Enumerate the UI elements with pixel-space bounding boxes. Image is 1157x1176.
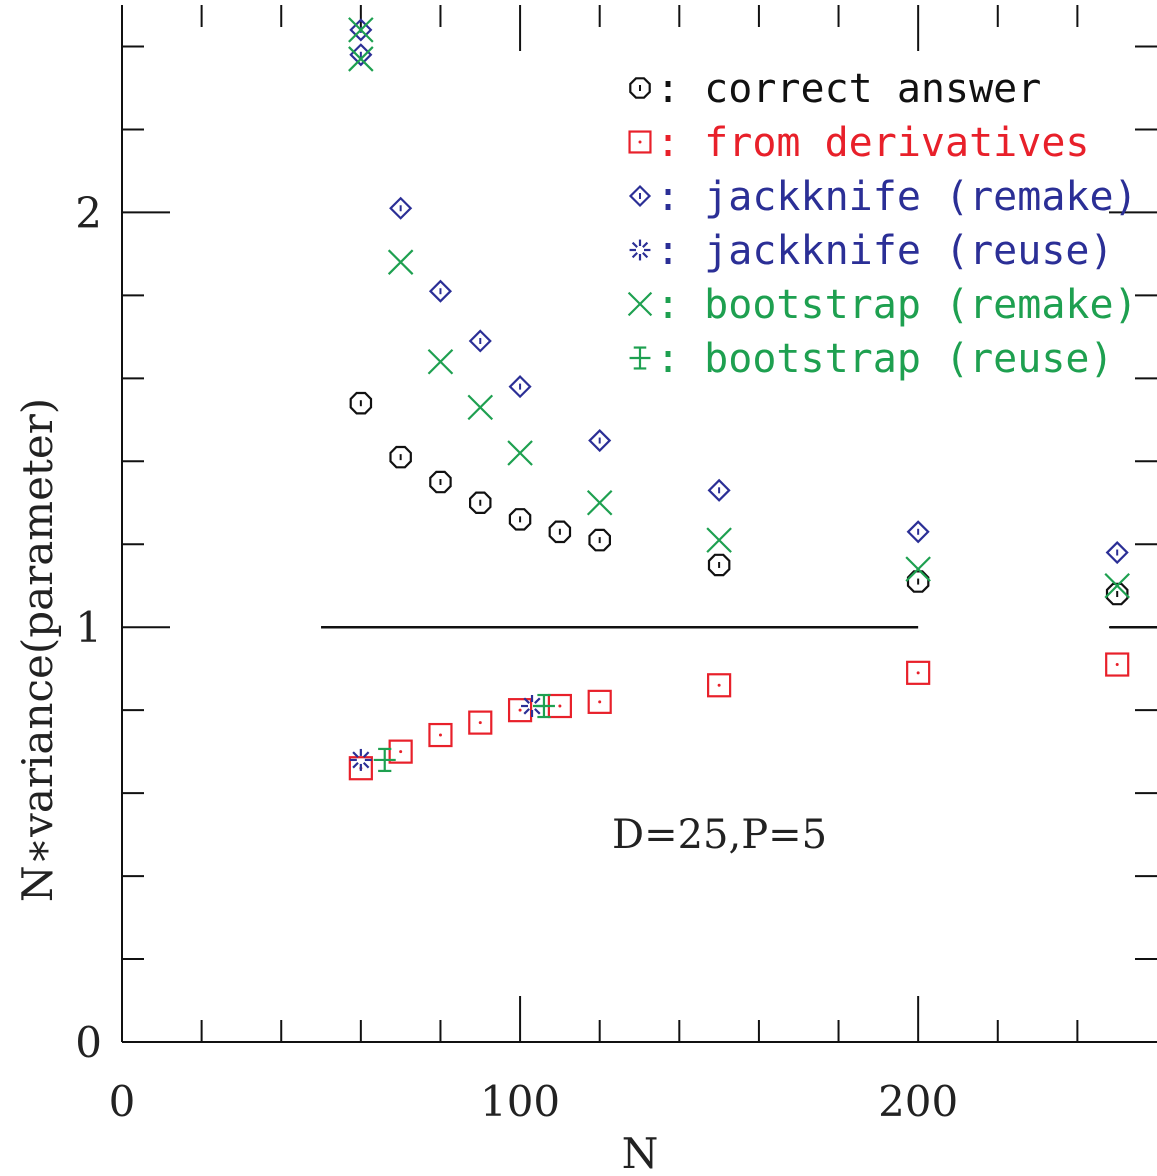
data-point xyxy=(1105,582,1129,606)
x-axis-title: N xyxy=(622,1129,659,1176)
data-point xyxy=(468,329,492,353)
data-point xyxy=(349,391,373,415)
data-point xyxy=(507,440,533,466)
axes: 0 100 200 0 1 2 xyxy=(75,5,1157,1126)
data-point xyxy=(532,693,555,719)
data-point xyxy=(707,673,732,698)
data-point xyxy=(427,348,454,375)
data-point xyxy=(389,196,413,220)
data-point xyxy=(906,570,930,593)
series-from-derivatives xyxy=(348,652,1130,781)
x-tick-label: 0 xyxy=(109,1077,136,1126)
legend-entry: : jackknife (reuse) xyxy=(629,228,1114,274)
data-point xyxy=(588,528,612,552)
legend-label: : bootstrap (reuse) xyxy=(656,336,1114,382)
legend-label: : jackknife (remake) xyxy=(656,174,1138,220)
data-point xyxy=(588,428,612,453)
y-tick-label: 2 xyxy=(75,188,102,237)
data-point xyxy=(389,445,412,469)
data-point xyxy=(706,527,732,553)
data-point xyxy=(348,17,374,43)
legend-entry: : bootstrap (remake) xyxy=(627,282,1138,328)
data-point xyxy=(586,489,613,516)
data-point xyxy=(1105,540,1129,565)
data-point xyxy=(587,689,612,714)
data-point xyxy=(906,660,931,685)
series-correct-answer xyxy=(349,391,1129,606)
data-point xyxy=(508,508,532,531)
legend-entry: : jackknife (remake) xyxy=(628,174,1138,220)
data-point xyxy=(429,470,452,494)
y-tick-label: 0 xyxy=(75,1018,102,1067)
y-axis-title: N∗variance(parameter) xyxy=(13,398,62,902)
x-tick-label: 200 xyxy=(878,1077,958,1126)
data-point xyxy=(548,520,572,544)
data-point xyxy=(349,43,373,67)
legend-entry: : bootstrap (reuse) xyxy=(629,336,1114,382)
data-point xyxy=(1105,652,1130,677)
legend: : correct answer : from derivatives : jack… xyxy=(627,66,1138,382)
data-point xyxy=(1104,572,1130,599)
annotation-label: D=25,P=5 xyxy=(612,812,827,858)
data-point xyxy=(905,556,931,582)
legend-label: : from derivatives xyxy=(656,120,1089,166)
legend-entry: : from derivatives xyxy=(628,120,1089,166)
data-point xyxy=(707,478,731,502)
data-point xyxy=(906,520,930,544)
data-point xyxy=(348,46,374,72)
data-point xyxy=(373,747,396,773)
data-point xyxy=(428,279,453,303)
data-point xyxy=(349,748,372,771)
legend-label: : jackknife (reuse) xyxy=(656,228,1114,274)
legend-label: : correct answer xyxy=(656,66,1041,112)
data-point xyxy=(468,710,493,735)
data-point xyxy=(469,491,492,515)
data-point xyxy=(467,394,494,421)
y-tick-label: 1 xyxy=(75,603,102,652)
data-marks xyxy=(348,17,1130,781)
data-point xyxy=(508,375,532,399)
legend-entry: : correct answer xyxy=(629,66,1041,112)
series-jackknife-remake- xyxy=(349,18,1129,565)
data-point xyxy=(707,553,731,577)
x-tick-label: 100 xyxy=(480,1077,560,1126)
data-point xyxy=(387,249,414,275)
legend-label: : bootstrap (remake) xyxy=(656,282,1138,328)
series-bootstrap-remake- xyxy=(348,17,1130,599)
data-point xyxy=(388,739,413,764)
data-point xyxy=(428,722,453,748)
series-bootstrap-reuse- xyxy=(373,693,555,773)
